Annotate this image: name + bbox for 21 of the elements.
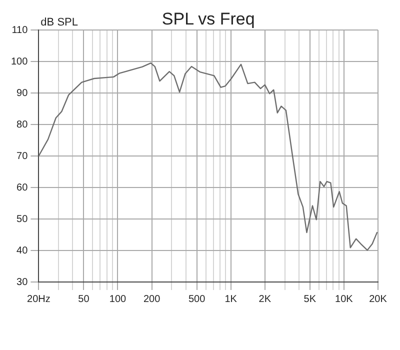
y-tick-label: 100 — [10, 56, 28, 68]
x-tick-label: 100 — [109, 294, 127, 305]
y-tick-label: 50 — [16, 214, 28, 225]
y-tick-label: 70 — [16, 150, 28, 162]
x-tick-label: 1K — [224, 294, 238, 305]
x-tick-label: 500 — [188, 294, 206, 305]
y-tick-label: 80 — [16, 119, 28, 130]
y-tick-label: 30 — [16, 276, 28, 288]
x-tick-label: 5K — [304, 294, 316, 305]
x-tick-label: 50 — [78, 294, 90, 305]
y-tick-label: 60 — [16, 182, 28, 194]
x-tick-label: 2K — [258, 294, 272, 305]
chart-title: SPL vs Freq — [162, 10, 255, 29]
y-axis-title: dB SPL — [40, 16, 78, 29]
x-tick-label: 200 — [143, 294, 161, 305]
y-tick-label: 110 — [12, 24, 28, 36]
x-tick-label: 10K — [335, 294, 354, 305]
y-tick-label: 40 — [16, 245, 28, 256]
y-tick-label: 90 — [16, 88, 28, 99]
x-tick-label: 20K — [369, 294, 388, 305]
x-tick-label: 20Hz — [27, 294, 50, 305]
